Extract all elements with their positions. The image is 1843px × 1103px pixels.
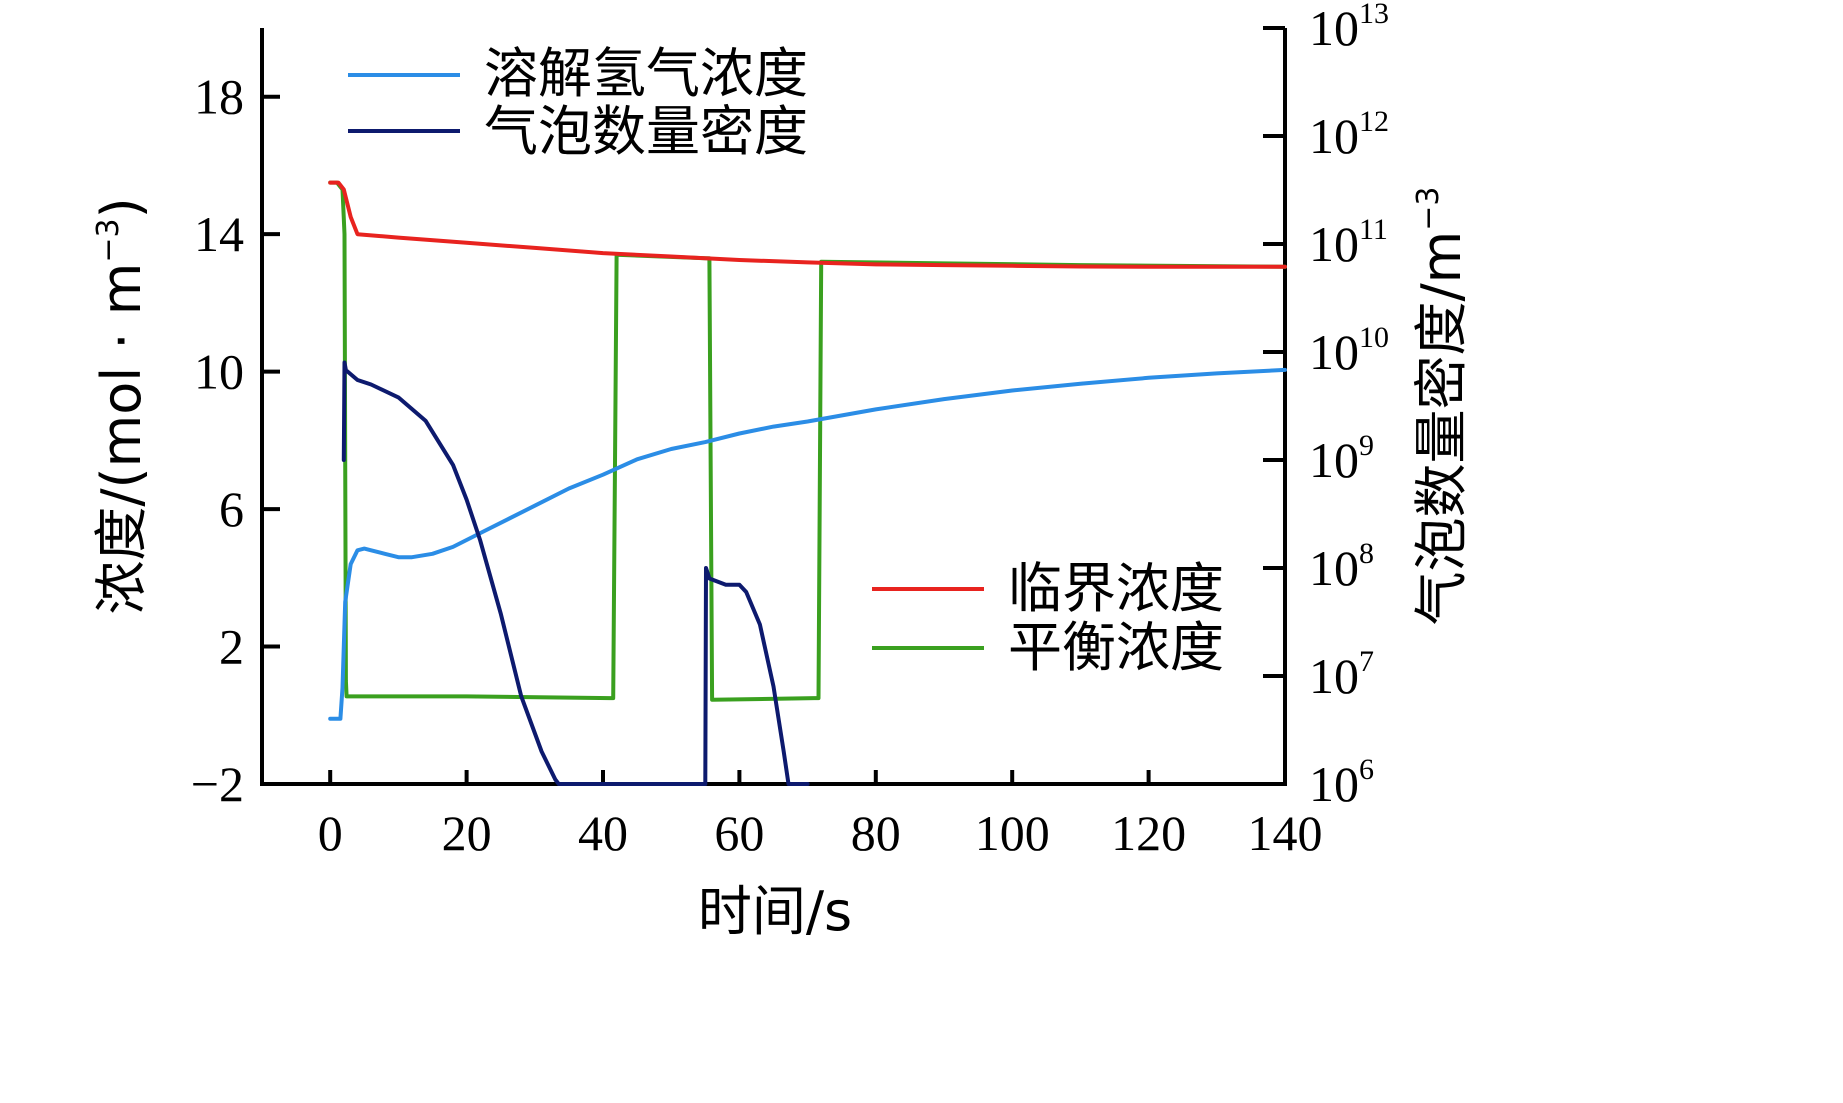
y-left-tick-label: 2 [219, 619, 244, 675]
svg-text:气泡数量密度/m−3: 气泡数量密度/m−3 [1410, 186, 1473, 625]
y-left-ticks: −2 2 6 10 14 18 [191, 69, 280, 812]
series-line-2 [328, 180, 1287, 269]
axes [260, 28, 1287, 786]
legend-label-equilibrium: 平衡浓度 [1008, 616, 1224, 679]
y-left-tick-label: −2 [191, 756, 244, 812]
y-right-tick-label: 106 [1309, 753, 1374, 812]
y-left-tick-label: 6 [219, 481, 244, 537]
x-tick-label: 20 [442, 805, 492, 861]
series-line-0 [328, 367, 1287, 721]
series-lines [328, 180, 1287, 786]
y-right-tick-label: 109 [1309, 429, 1374, 488]
y-right-tick-label: 108 [1309, 537, 1374, 596]
y-left-axis-title-close: ) [90, 197, 153, 218]
x-ticks: 0 20 40 60 80 100 120 140 [318, 770, 1323, 861]
y-left-tick-label: 10 [194, 344, 244, 400]
y-left-axis-title-text: 浓度/(mol · m [90, 263, 153, 615]
y-right-tick-label: 1013 [1309, 0, 1389, 56]
x-tick-label: 100 [975, 805, 1050, 861]
y-right-tick-label: 1010 [1309, 321, 1389, 380]
x-tick-label: 140 [1248, 805, 1323, 861]
x-tick-label: 0 [318, 805, 343, 861]
legend-bottom: 临界浓度 平衡浓度 [872, 557, 1224, 679]
y-left-axis-title: 浓度/(mol · m−3) [90, 197, 153, 614]
y-left-tick-label: 18 [194, 69, 244, 125]
y-right-tick-label: 1012 [1309, 105, 1389, 164]
y-right-ticks: 106 107 108 109 1010 1011 1012 1013 [1263, 0, 1389, 812]
legend-label-critical: 临界浓度 [1008, 557, 1224, 620]
svg-text:浓度/(mol · m−3): 浓度/(mol · m−3) [90, 197, 153, 614]
y-right-axis-title-sup: −3 [1411, 186, 1446, 230]
y-left-tick-label: 14 [194, 206, 244, 262]
legend-top: 溶解氢气浓度 气泡数量密度 [348, 42, 808, 163]
legend-label-dissolved-h2: 溶解氢气浓度 [484, 42, 808, 105]
x-tick-label: 40 [578, 805, 628, 861]
y-right-axis-title: 气泡数量密度/m−3 [1410, 186, 1473, 625]
x-tick-label: 80 [851, 805, 901, 861]
y-right-tick-label: 1011 [1309, 213, 1388, 272]
legend-label-bubble-density: 气泡数量密度 [484, 100, 808, 163]
y-right-axis-title-text: 气泡数量密度/m [1410, 231, 1473, 626]
x-tick-label: 120 [1111, 805, 1186, 861]
y-left-axis-title-sup: −3 [91, 218, 126, 262]
x-axis-title: 时间/s [698, 880, 852, 943]
x-tick-label: 60 [714, 805, 764, 861]
y-right-tick-label: 107 [1309, 645, 1374, 704]
series-line-1 [341, 360, 810, 786]
